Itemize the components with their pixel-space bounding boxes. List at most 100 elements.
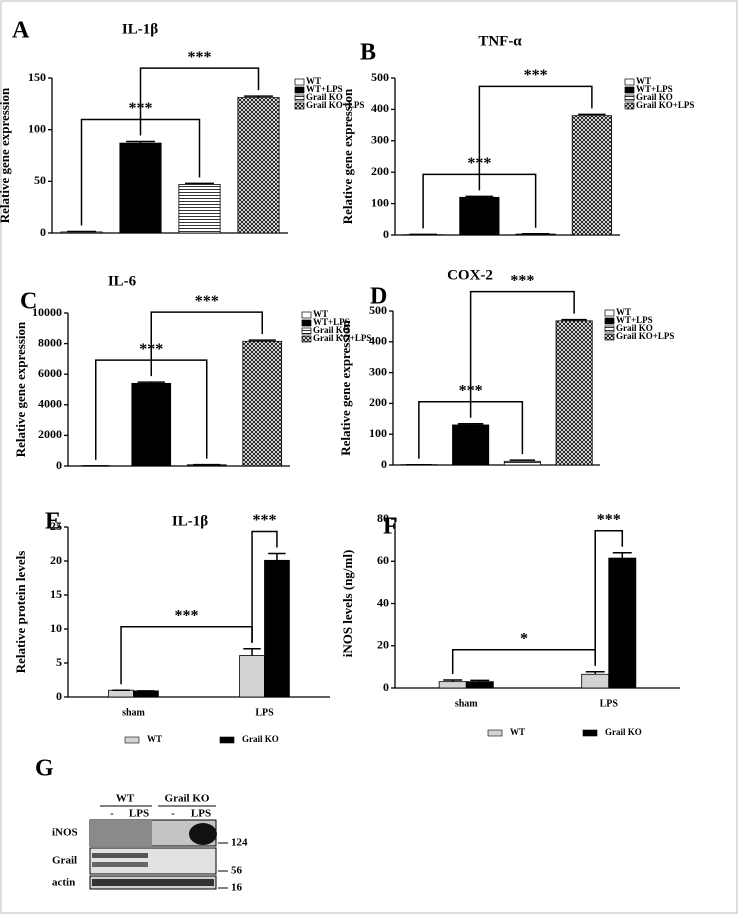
- legend-label: WT: [147, 734, 162, 744]
- y-tick-label: 300: [369, 364, 387, 378]
- bracket: [478, 85, 593, 191]
- bracket-label: ***: [524, 67, 548, 84]
- y-axis-label: Relative gene expression: [338, 319, 353, 455]
- chart-title: TNF-α: [478, 33, 522, 49]
- legend-swatch: [294, 78, 305, 86]
- bar: [465, 681, 494, 689]
- bracket: [120, 625, 253, 685]
- error-bar: [561, 318, 587, 321]
- bar: [452, 424, 490, 466]
- legend-label: Grail KO: [306, 92, 343, 102]
- legend-swatch: [604, 309, 615, 317]
- bar: [503, 460, 541, 466]
- band: [92, 853, 148, 858]
- y-tick-label: 10000: [32, 305, 62, 319]
- bracket-label: ***: [195, 293, 219, 310]
- y-tick-label: 150: [28, 70, 46, 84]
- legend-swatch: [219, 736, 235, 744]
- y-axis-label: iNOS levels (ng/ml): [340, 550, 355, 658]
- y-tick-label: 400: [371, 101, 389, 115]
- legend-swatch: [124, 736, 140, 744]
- legend-label: Grail KO: [313, 325, 350, 335]
- y-tick-label: 80: [377, 511, 389, 525]
- y-tick-label: 500: [369, 303, 387, 317]
- lane-label: -: [171, 808, 175, 820]
- y-axis-label: Relative protein levels: [13, 551, 28, 674]
- band: [92, 862, 148, 867]
- y-tick-label: 0: [56, 458, 62, 472]
- panel-letter: D: [370, 284, 387, 310]
- chart-title: COX-2: [447, 267, 493, 283]
- blot-bg: [90, 820, 152, 846]
- legend-label: Grail KO: [242, 734, 279, 744]
- legend-swatch: [301, 327, 312, 335]
- marker-label: 56: [231, 865, 243, 877]
- y-axis-label: Relative gene expression: [340, 88, 355, 224]
- row-label: iNOS: [52, 827, 78, 839]
- y-axis-label: Relative gene expression: [13, 321, 28, 457]
- error-bar: [465, 195, 494, 198]
- bar: [438, 681, 467, 689]
- legend-label: Grail KO+LPS: [636, 100, 694, 110]
- error-bar: [612, 552, 632, 559]
- legend-label: WT: [306, 76, 321, 86]
- bar: [178, 184, 221, 234]
- bracket: [139, 67, 260, 136]
- bar: [608, 557, 637, 689]
- chart-title: IL-6: [108, 273, 137, 289]
- y-tick-label: 200: [371, 164, 389, 178]
- error-bar: [248, 339, 276, 342]
- legend-label: Grail KO: [616, 323, 653, 333]
- legend-swatch: [604, 317, 615, 325]
- legend-swatch: [604, 333, 615, 341]
- legend-swatch: [624, 78, 635, 86]
- error-bar: [243, 647, 261, 656]
- bar: [581, 673, 610, 689]
- band: [92, 879, 214, 886]
- error-bar: [67, 230, 96, 233]
- panel-letter: C: [20, 289, 37, 315]
- lane-label: LPS: [191, 808, 211, 820]
- error-bar: [137, 381, 165, 384]
- panel-letter: B: [360, 40, 376, 66]
- legend-swatch: [487, 729, 503, 737]
- y-tick-label: 10: [50, 621, 62, 635]
- bar: [108, 689, 134, 698]
- legend-label: Grail KO+LPS: [313, 333, 371, 343]
- x-tick-label: sham: [122, 707, 145, 718]
- chart-title: IL-1β: [172, 513, 208, 529]
- legend-label: Grail KO+LPS: [306, 100, 364, 110]
- y-tick-label: 2000: [38, 427, 62, 441]
- legend-label: WT+LPS: [306, 84, 343, 94]
- bracket: [451, 648, 596, 674]
- legend-label: WT: [636, 76, 651, 86]
- legend-label: Grail KO+LPS: [616, 331, 674, 341]
- y-tick-label: 300: [371, 133, 389, 147]
- band: [189, 823, 217, 845]
- bar: [555, 320, 593, 466]
- y-tick-label: 60: [377, 553, 389, 567]
- bracket-label: ***: [188, 49, 212, 66]
- error-bar: [443, 679, 463, 682]
- error-bar: [126, 140, 155, 144]
- error-bar: [578, 113, 606, 116]
- legend-swatch: [301, 311, 312, 319]
- legend-swatch: [604, 325, 615, 333]
- x-tick-label: sham: [455, 698, 478, 709]
- bracket: [251, 530, 278, 643]
- bracket: [594, 530, 624, 666]
- bar: [242, 340, 283, 467]
- legend-label: WT+LPS: [636, 84, 673, 94]
- row-label: actin: [52, 877, 75, 889]
- x-tick-label: LPS: [255, 707, 274, 718]
- error-bar: [244, 95, 273, 98]
- bracket-label: ***: [510, 272, 534, 289]
- y-tick-label: 40: [377, 595, 389, 609]
- marker-label: 16: [231, 882, 243, 894]
- legend-label: Grail KO: [605, 727, 642, 737]
- y-tick-label: 0: [40, 225, 46, 239]
- legend-swatch: [294, 94, 305, 102]
- y-tick-label: 6000: [38, 366, 62, 380]
